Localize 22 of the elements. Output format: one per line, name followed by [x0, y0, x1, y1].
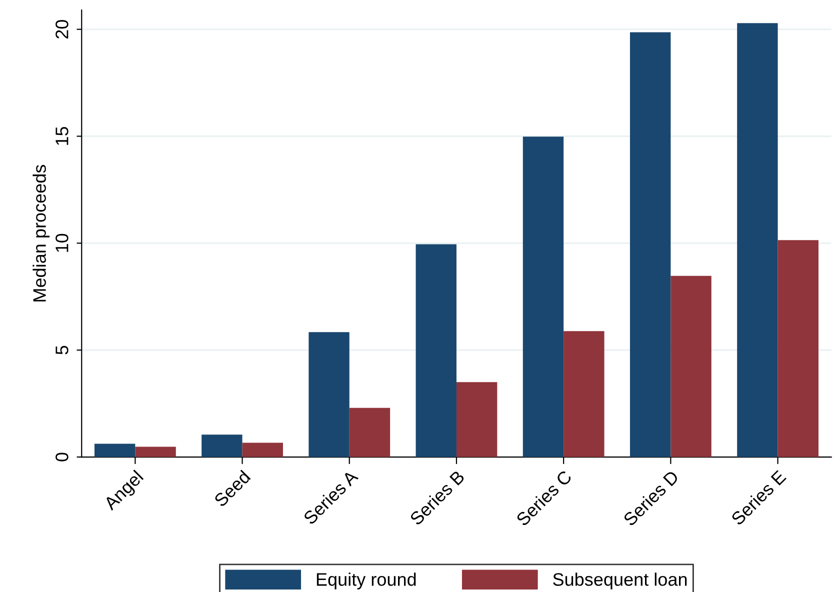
legend-label: Subsequent loan [553, 572, 687, 590]
bar [349, 408, 390, 458]
bar [94, 444, 136, 458]
bar [202, 434, 242, 458]
y-tick-label: 20 [56, 20, 68, 38]
bar [242, 442, 283, 458]
bar [522, 136, 564, 458]
y-tick-label: 0 [56, 452, 68, 462]
bar [564, 331, 604, 458]
bar [778, 240, 818, 458]
bar [416, 244, 456, 458]
bar [737, 23, 778, 458]
bar [135, 446, 176, 458]
y-axis-title: Median proceeds [32, 164, 50, 302]
bar [630, 32, 671, 458]
bar [308, 332, 350, 458]
bar [456, 382, 498, 458]
y-tick-label: 10 [56, 234, 68, 252]
bar [670, 276, 712, 458]
y-tick-label: 15 [56, 126, 68, 145]
y-tick-label: 5 [56, 346, 68, 354]
legend-label: Equity round [316, 572, 416, 590]
